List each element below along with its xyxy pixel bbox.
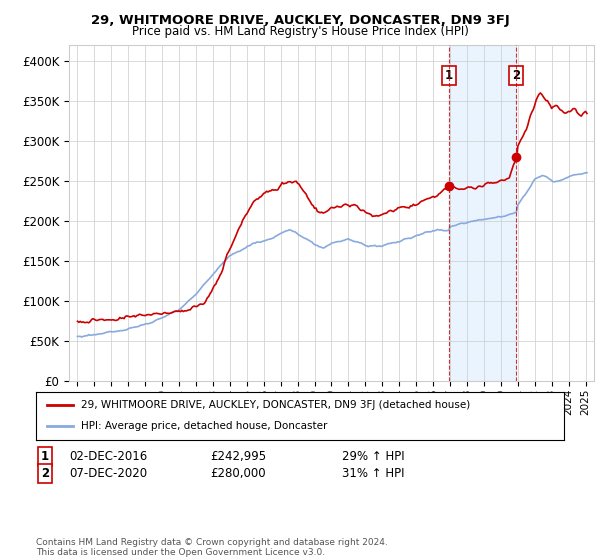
- Text: 1: 1: [41, 450, 49, 463]
- Text: 29% ↑ HPI: 29% ↑ HPI: [342, 450, 404, 463]
- Text: Price paid vs. HM Land Registry's House Price Index (HPI): Price paid vs. HM Land Registry's House …: [131, 25, 469, 38]
- Bar: [449, 45, 517, 381]
- Text: 1: 1: [445, 69, 453, 82]
- Text: 2: 2: [512, 69, 520, 82]
- Text: HPI: Average price, detached house, Doncaster: HPI: Average price, detached house, Donc…: [81, 421, 327, 431]
- Text: £280,000: £280,000: [210, 466, 266, 480]
- Text: 02-DEC-2016: 02-DEC-2016: [69, 450, 147, 463]
- Text: 07-DEC-2020: 07-DEC-2020: [69, 466, 147, 480]
- Text: 29, WHITMOORE DRIVE, AUCKLEY, DONCASTER, DN9 3FJ: 29, WHITMOORE DRIVE, AUCKLEY, DONCASTER,…: [91, 14, 509, 27]
- Text: £242,995: £242,995: [210, 450, 266, 463]
- Text: 31% ↑ HPI: 31% ↑ HPI: [342, 466, 404, 480]
- Text: 29, WHITMOORE DRIVE, AUCKLEY, DONCASTER, DN9 3FJ (detached house): 29, WHITMOORE DRIVE, AUCKLEY, DONCASTER,…: [81, 400, 470, 410]
- Text: Contains HM Land Registry data © Crown copyright and database right 2024.
This d: Contains HM Land Registry data © Crown c…: [36, 538, 388, 557]
- Text: 2: 2: [41, 466, 49, 480]
